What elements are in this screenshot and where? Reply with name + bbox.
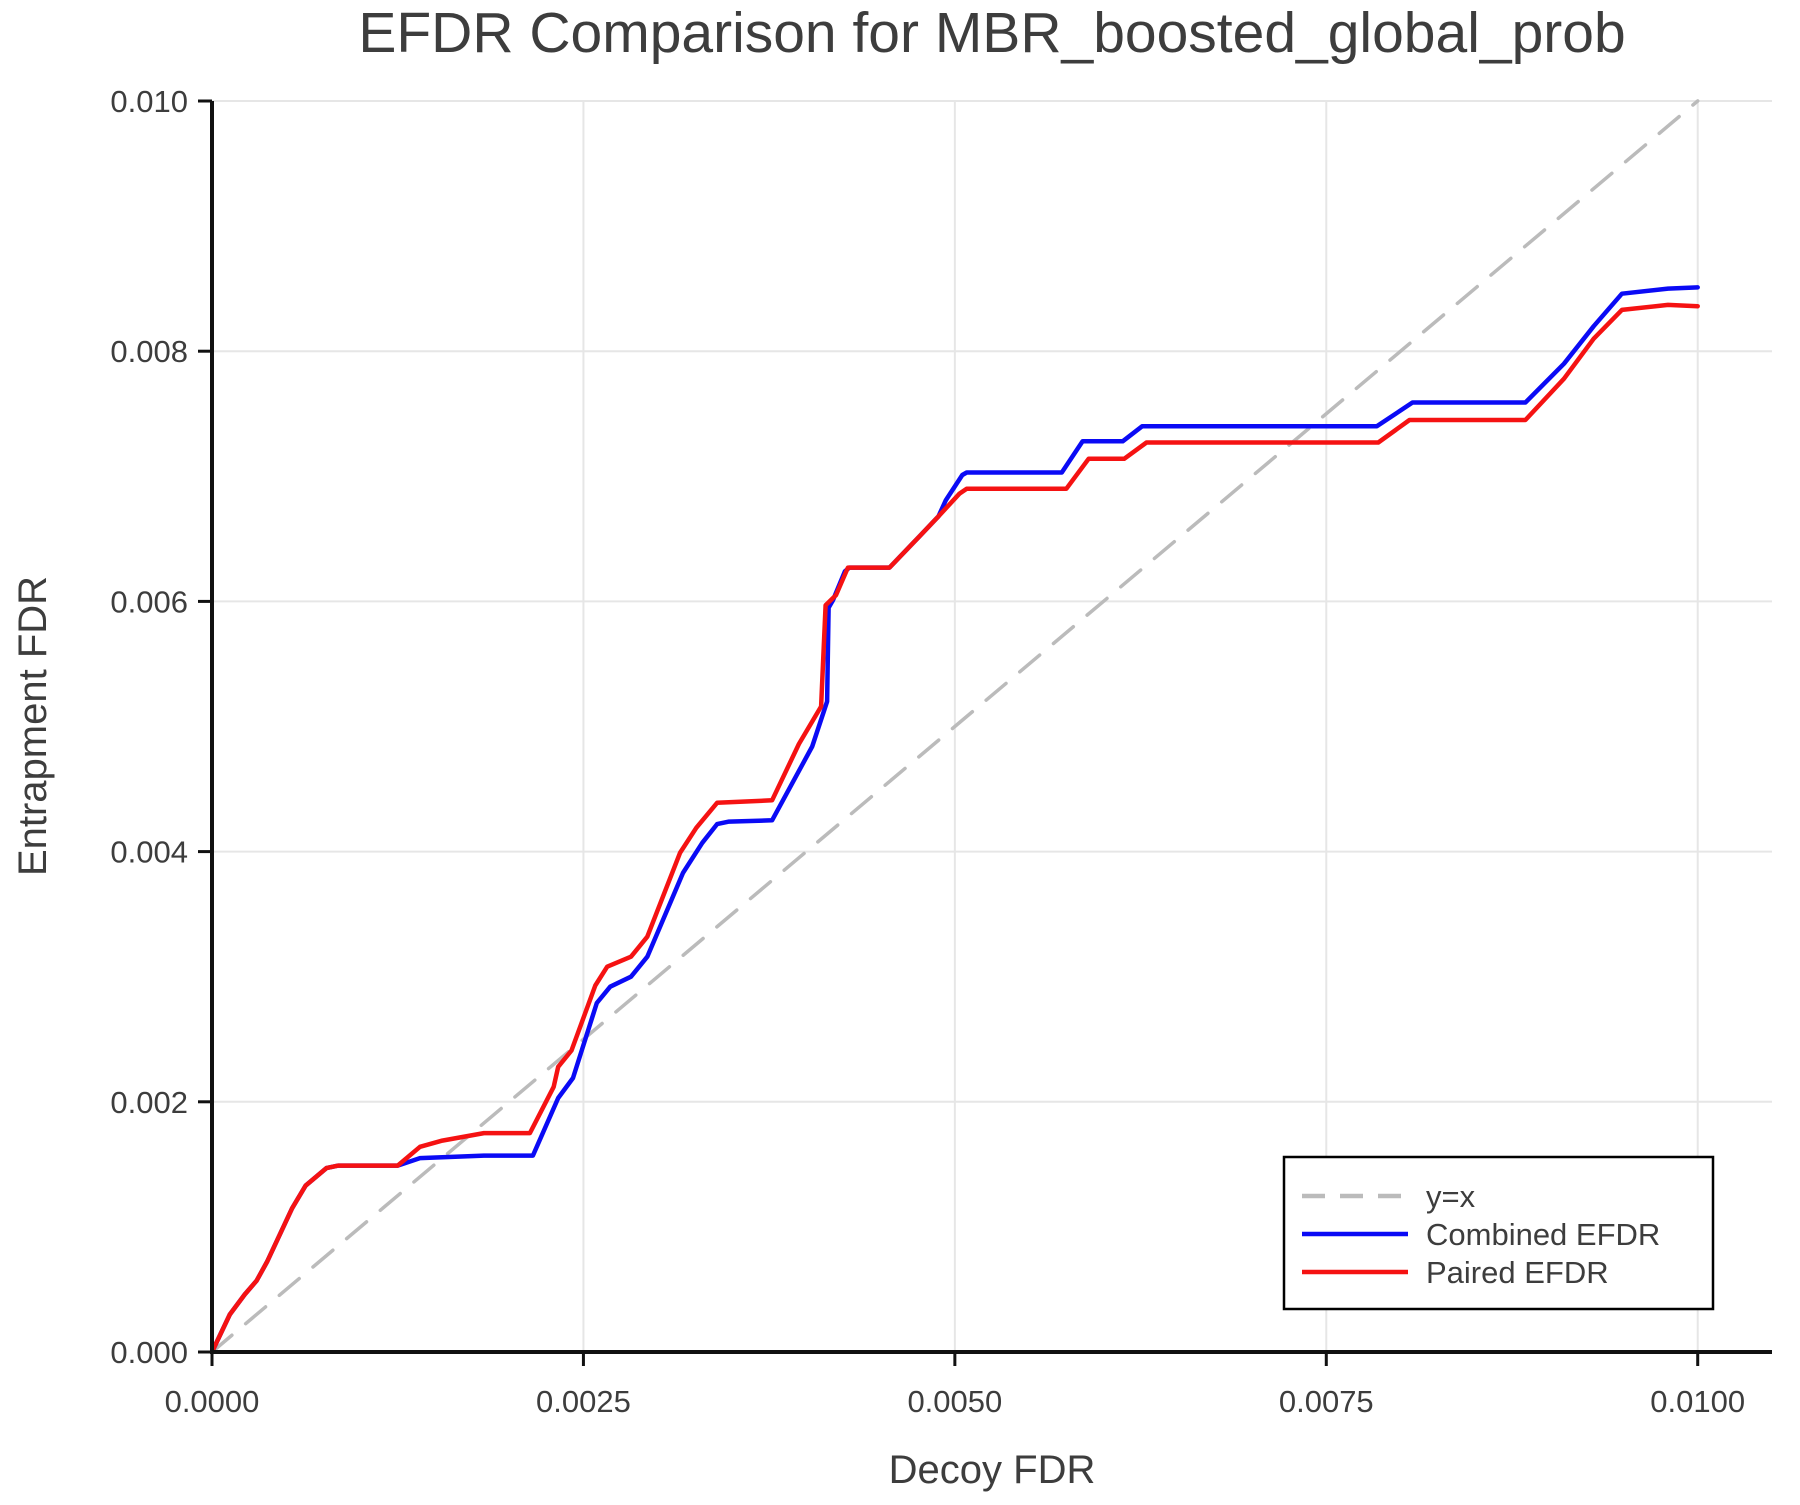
series-line-paired-efdr: [209, 302, 1700, 1355]
x-tick-label: 0.0050: [907, 1384, 1002, 1419]
x-tick-label: 0.0025: [536, 1384, 631, 1419]
legend-label: Paired EFDR: [1426, 1255, 1609, 1290]
x-tick-label: 0.0075: [1279, 1384, 1374, 1419]
chart-title: EFDR Comparison for MBR_boosted_global_p…: [358, 1, 1625, 65]
axes-and-ticks: [198, 99, 1772, 1366]
y-tick-label: 0.006: [110, 584, 188, 619]
y-tick-label: 0.010: [110, 84, 188, 119]
x-axis-label: Decoy FDR: [889, 1448, 1096, 1492]
y-axis-label: Entrapment FDR: [11, 576, 55, 876]
x-tick-label: 0.0100: [1650, 1384, 1745, 1419]
y-tick-label: 0.000: [110, 1335, 188, 1370]
y-tick-label: 0.004: [110, 835, 188, 870]
y-tick-label: 0.008: [110, 334, 188, 369]
series-line-y-x: [210, 99, 1700, 1354]
legend-label: y=x: [1426, 1179, 1476, 1214]
series-lines: [209, 99, 1700, 1355]
gridlines: [212, 100, 1772, 1352]
y-tick-label: 0.002: [110, 1085, 188, 1120]
x-tick-label: 0.0000: [165, 1384, 260, 1419]
tick-labels: 0.0000 0.0025 0.0050 0.0075 0.0100 0.000 0.002…: [110, 84, 1745, 1419]
legend-label: Combined EFDR: [1426, 1217, 1660, 1252]
